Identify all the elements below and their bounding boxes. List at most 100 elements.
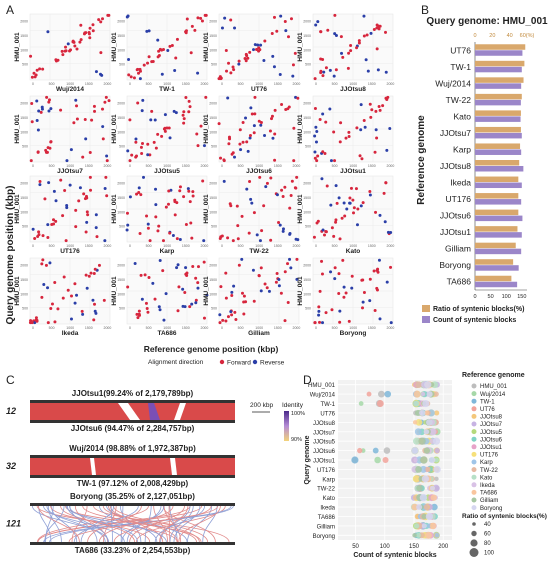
- bubble-point: [374, 456, 381, 464]
- dotplot-point: [246, 149, 250, 153]
- dotplot-point: [226, 236, 230, 240]
- dotplot-point: [243, 56, 247, 60]
- dotplot-xtick: 1500: [85, 326, 93, 330]
- dotplot-point: [126, 223, 130, 227]
- dotplot-xtick: 2000: [104, 244, 112, 248]
- dotplot-point: [94, 70, 98, 74]
- dotplot-point: [137, 190, 141, 194]
- dotplot-point: [92, 104, 96, 108]
- dotplot-point: [359, 103, 363, 107]
- bubble-legend-swatch: [471, 505, 477, 511]
- dotplot-xtick: 1000: [66, 326, 74, 330]
- bubble-point: [413, 400, 419, 407]
- dotplot-point: [186, 187, 190, 191]
- dotplot-point: [351, 198, 355, 202]
- dotplot-point: [237, 59, 241, 63]
- synteny-link: [187, 505, 213, 543]
- dotplot-point: [203, 13, 207, 17]
- dotplot-point: [281, 229, 285, 233]
- panel-letter-c: C: [6, 373, 15, 387]
- dotplot-point: [240, 214, 244, 218]
- dotplot-ytick: 1000: [303, 130, 311, 134]
- dotplot-xtick: 0: [315, 326, 317, 330]
- dotplot-point: [253, 43, 257, 47]
- dotplot-point: [313, 156, 317, 160]
- synteny-link: [129, 505, 185, 543]
- bubble-legend-label: JJOtsu5: [480, 430, 503, 436]
- size-legend-label: 60: [484, 532, 491, 538]
- dotplot-point: [165, 126, 169, 130]
- dotplot-point: [369, 31, 373, 35]
- dotplot-ytick: 1000: [209, 292, 217, 296]
- bubble-point: [415, 532, 421, 538]
- dotplot-point: [268, 129, 272, 133]
- dotplot-xtick: 0: [129, 326, 131, 330]
- dotplot-point: [337, 292, 341, 296]
- dotplot-ytick: 500: [211, 225, 217, 229]
- dotplot-point: [242, 294, 246, 298]
- dotplot-xtick: 1000: [349, 164, 357, 168]
- bubble-legend-swatch: [471, 406, 477, 412]
- bubble-legend-label: JJOtsu1: [480, 445, 503, 451]
- dotplot-ytick: 1000: [117, 210, 125, 214]
- dotplot-point: [283, 270, 287, 274]
- dotplot-point: [103, 239, 107, 243]
- dotplot-point: [69, 317, 73, 321]
- dotplot-point: [253, 95, 257, 99]
- dotplot-point: [329, 203, 333, 207]
- bubble-query-label: JJOtsu8: [313, 421, 336, 427]
- dotplot-point: [389, 321, 393, 325]
- dotplot-point: [64, 49, 68, 53]
- dotplot-ytick: 500: [305, 225, 311, 229]
- dotplot-point: [142, 175, 146, 179]
- bubble-point: [434, 476, 439, 482]
- legend-forward-label: Forward: [227, 360, 251, 367]
- dotplot-point: [196, 144, 200, 148]
- dotplot-xtick: 0: [129, 164, 131, 168]
- dotplot-point: [181, 304, 185, 308]
- dotplot-point: [35, 68, 39, 72]
- dotplot-xtick: 2000: [104, 326, 112, 330]
- dotplot-point: [89, 188, 93, 192]
- dotplot-point: [289, 194, 293, 198]
- dotplot-point: [184, 266, 188, 270]
- dotplot-xtick: 2000: [387, 326, 395, 330]
- bubble-query-label: UT176: [317, 468, 336, 474]
- dotplot-ytick: 2000: [303, 264, 311, 268]
- dotplot-ytick: 1000: [209, 130, 217, 134]
- bar-top-tick: 60(%): [520, 33, 535, 39]
- dotplot-point: [332, 74, 336, 78]
- dotplot-point: [77, 199, 81, 203]
- dotplot-point: [37, 233, 41, 237]
- bubble-point: [424, 381, 432, 389]
- dotplot-point: [259, 289, 263, 293]
- bubble-legend-label: TW-1: [480, 399, 495, 405]
- dotplot-point: [263, 134, 267, 138]
- dotplot-point: [137, 186, 141, 190]
- dotplot-point: [46, 286, 50, 290]
- dotplot-point: [277, 284, 281, 288]
- dotplot-xtick: 1500: [182, 82, 190, 86]
- bubble-point: [434, 410, 440, 416]
- dotplot-point: [33, 237, 37, 241]
- dotplot-point: [333, 159, 337, 163]
- dotplot-point: [46, 321, 50, 325]
- dotplot-point: [132, 76, 136, 80]
- dotplot-point: [319, 69, 323, 73]
- dotplot-point: [279, 14, 283, 18]
- bubble-query-label: Gilliam: [317, 524, 335, 530]
- dotplot-point: [255, 48, 259, 51]
- dotplot-point: [342, 201, 346, 205]
- dotplot-xtick: 500: [238, 326, 244, 330]
- dotplot-point: [140, 297, 144, 301]
- bar-ratio: [475, 242, 516, 249]
- dotplot-point: [88, 175, 92, 179]
- dotplot-point: [330, 226, 334, 230]
- dotplot-point: [269, 238, 273, 242]
- dotplot-point: [105, 194, 109, 198]
- bubble-point: [415, 381, 423, 389]
- dotplot-ytick: 1500: [117, 196, 125, 200]
- bubble-legend-swatch: [471, 474, 477, 480]
- dotplot-point: [88, 151, 92, 155]
